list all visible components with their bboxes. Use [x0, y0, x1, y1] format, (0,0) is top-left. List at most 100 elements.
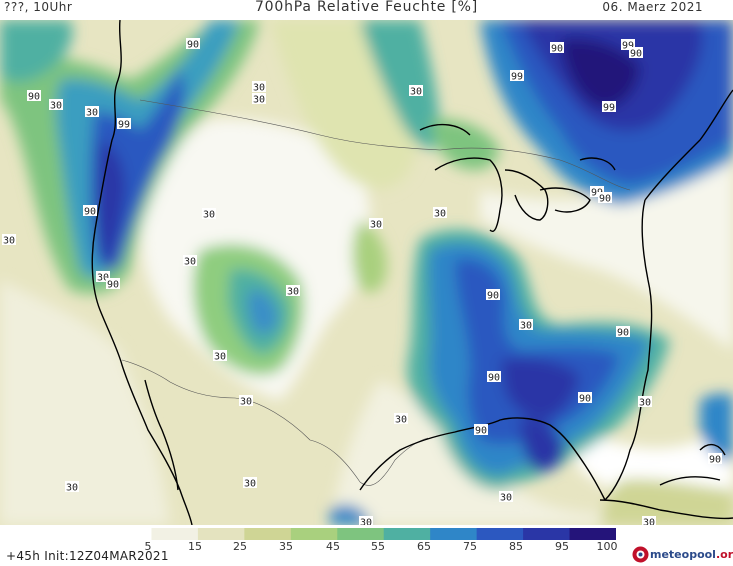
contour-label-text: 90 — [579, 394, 591, 405]
colorbar-tick-label: 95 — [555, 540, 569, 553]
contour-label-text: 30 — [244, 479, 256, 490]
contour-label: 30 — [2, 234, 16, 247]
forecast-date: 06. Maerz 2021 — [602, 0, 703, 14]
contour-label-text: 30 — [184, 257, 196, 268]
contour-label-text: 90 — [475, 426, 487, 437]
contour-label-text: 30 — [66, 483, 78, 494]
contour-label: 30 — [519, 319, 533, 332]
humidity-field — [0, 20, 733, 525]
contour-label-text: 90 — [107, 280, 119, 291]
contour-label: 30 — [96, 271, 110, 284]
colorbar-tick-label: 85 — [509, 540, 523, 553]
contour-label: 30 — [65, 481, 79, 494]
contour-label: 90 — [708, 453, 722, 466]
colorbar-tick-label: 35 — [279, 540, 293, 553]
map-title: 700hPa Relative Feuchte [%] — [254, 0, 479, 15]
contour-label: 30 — [239, 395, 253, 408]
contour-label: 90 — [106, 278, 120, 291]
contour-label: 30 — [243, 477, 257, 490]
colorbar-tick-label: 65 — [417, 540, 431, 553]
contour-label-text: 30 — [253, 95, 265, 106]
colorbar-swatch — [569, 528, 616, 540]
contour-label-text: 90 — [599, 194, 611, 205]
colorbar-tick-label: 25 — [233, 540, 247, 553]
contour-label-text: 30 — [240, 397, 252, 408]
contour-label: 30 — [85, 106, 99, 119]
contour-label: 30 — [499, 491, 513, 504]
colorbar-swatch — [290, 528, 338, 540]
contour-label-text: 99 — [591, 188, 603, 199]
colorbar-swatch — [430, 528, 478, 540]
contour-label-text: 30 — [395, 415, 407, 426]
contour-label: 90 — [578, 392, 592, 405]
contour-label-text: 30 — [360, 518, 372, 526]
contour-label: 30 — [213, 350, 227, 363]
contour-label-text: 90 — [617, 328, 629, 339]
contour-label: 30 — [359, 516, 373, 525]
contour-label: 90 — [474, 424, 488, 437]
contour-label: 90 — [550, 42, 564, 55]
contour-label-text: 99 — [603, 103, 615, 114]
contour-label: 90 — [27, 90, 41, 103]
colorbar-swatch — [244, 528, 292, 540]
contour-label: 30 — [394, 413, 408, 426]
contour-label-text: 30 — [639, 398, 651, 409]
contour-label-text: 30 — [520, 321, 532, 332]
contour-label: 30 — [49, 99, 63, 112]
contour-label: 90 — [83, 205, 97, 218]
run-info: +45h Init:12Z04MAR2021 — [6, 549, 169, 563]
political-borders — [121, 99, 631, 486]
contour-label: 30 — [202, 208, 216, 221]
contour-label-text: 30 — [86, 108, 98, 119]
colorbar-swatch — [476, 528, 524, 540]
contour-label-text: 90 — [84, 207, 96, 218]
colorbar-swatch — [197, 528, 245, 540]
contour-label: 99 — [621, 39, 635, 52]
contour-label-text: 30 — [253, 83, 265, 94]
contour-label-text: 30 — [643, 518, 655, 526]
colorbar-tick-label: 15 — [188, 540, 202, 553]
logo-text: meteopool.org — [650, 548, 733, 561]
contour-label-text: 30 — [3, 236, 15, 247]
colorbar — [105, 528, 616, 540]
contour-label-text: 30 — [50, 101, 62, 112]
contour-label: 30 — [286, 285, 300, 298]
contour-label-text: 90 — [28, 92, 40, 103]
logo-tld: .org — [715, 548, 733, 561]
contour-label: 30 — [183, 255, 197, 268]
contour-label: 99 — [510, 70, 524, 83]
contour-label: 90 — [186, 38, 200, 51]
contour-label-text: 30 — [500, 493, 512, 504]
contour-label: 99 — [117, 118, 131, 131]
colorbar-tick-label: 55 — [371, 540, 385, 553]
logo-icon — [632, 546, 649, 563]
contour-label: 99 — [602, 101, 616, 114]
colorbar-swatch — [337, 528, 385, 540]
contour-label: 30 — [638, 396, 652, 409]
colorbar-labels: 5 15 25 35 45 55 65 75 85 95 100 — [0, 540, 733, 554]
colorbar-swatch — [523, 528, 571, 540]
contour-label-text: 99 — [622, 41, 634, 52]
contour-label: 30 — [369, 218, 383, 231]
contour-label: 30 — [642, 516, 656, 525]
contour-label: 30 — [252, 93, 266, 106]
colorbar-swatch — [105, 528, 152, 540]
contour-label-text: 99 — [118, 120, 130, 131]
colorbar-tick-label: 45 — [326, 540, 340, 553]
contour-label-text: 90 — [488, 373, 500, 384]
colorbar-swatch — [383, 528, 431, 540]
colorbar-tick-label: 5 — [144, 540, 152, 553]
contour-label-text: 30 — [287, 287, 299, 298]
contour-label-text: 90 — [487, 291, 499, 302]
contour-label: 90 — [487, 371, 501, 384]
colorbar-tick-label: 100 — [596, 540, 618, 553]
contour-label: 30 — [252, 81, 266, 94]
contour-label-text: 99 — [511, 72, 523, 83]
contour-label-text: 90 — [709, 455, 721, 466]
contour-label: 90 — [616, 326, 630, 339]
contour-label-text: 30 — [203, 210, 215, 221]
contour-label-text: 30 — [214, 352, 226, 363]
logo-main: meteopool — [650, 548, 716, 561]
contour-label-text: 90 — [551, 44, 563, 55]
contour-label: 90 — [486, 289, 500, 302]
